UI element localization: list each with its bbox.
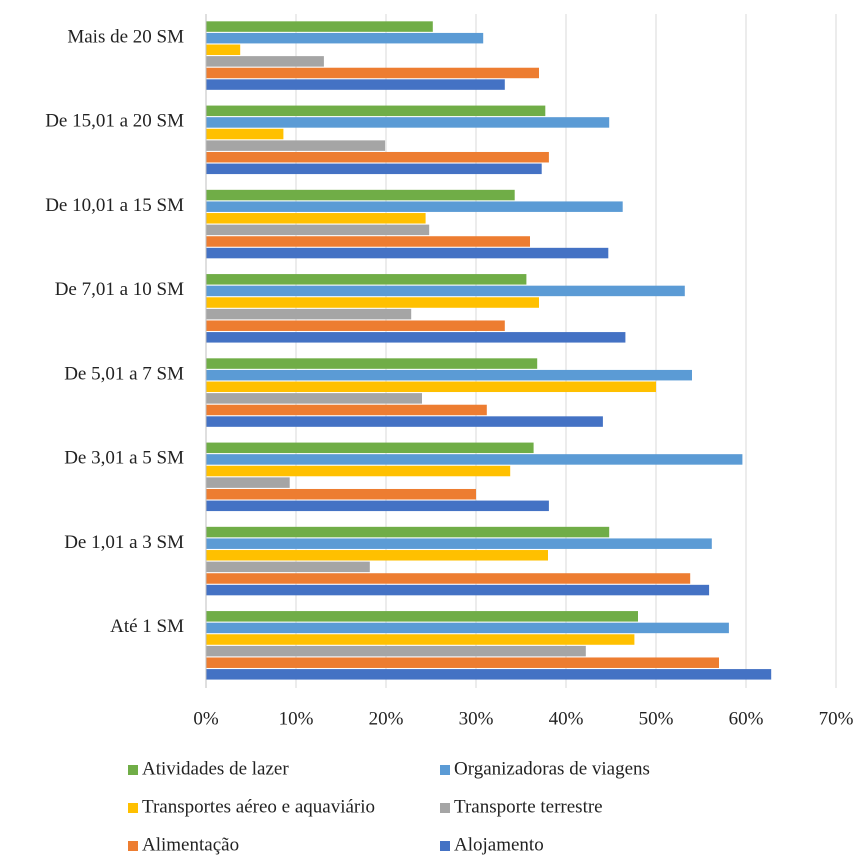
x-tick-label: 60% — [729, 708, 764, 729]
legend-label: Organizadoras de viagens — [454, 758, 650, 779]
bar — [206, 308, 412, 320]
bar — [206, 332, 626, 343]
bar — [206, 416, 603, 427]
bar — [206, 247, 609, 259]
bar — [206, 163, 542, 175]
legend-label: Transportes aéreo e aquaviário — [142, 796, 375, 817]
y-tick-label: De 10,01 a 15 SM — [45, 195, 184, 216]
bar — [206, 320, 505, 331]
bar — [206, 128, 284, 140]
bar — [206, 117, 610, 128]
bar — [206, 201, 623, 212]
bar — [206, 442, 534, 454]
bar — [206, 213, 426, 224]
y-tick-label: Mais de 20 SM — [67, 26, 184, 47]
legend-swatch — [440, 803, 450, 813]
bar — [206, 21, 433, 32]
x-tick-label: 0% — [193, 708, 219, 729]
bar — [206, 500, 549, 512]
bar — [206, 465, 511, 477]
bar — [206, 32, 484, 44]
bar — [206, 44, 241, 56]
bar — [206, 285, 685, 297]
bar — [206, 488, 476, 500]
bar — [206, 538, 712, 549]
legend-swatch — [128, 841, 138, 851]
y-tick-label: De 5,01 a 7 SM — [64, 363, 184, 384]
bar — [206, 79, 505, 90]
bar — [206, 669, 772, 680]
bar — [206, 622, 729, 634]
bar — [206, 358, 538, 369]
bar — [206, 140, 386, 151]
bar — [206, 634, 635, 645]
bar — [206, 67, 539, 79]
bar — [206, 645, 586, 657]
x-tick-label: 40% — [549, 708, 584, 729]
bar — [206, 189, 515, 201]
bar — [206, 526, 610, 538]
y-tick-label: De 15,01 a 20 SM — [45, 111, 184, 132]
legend-label: Atividades de lazer — [142, 758, 289, 779]
bar — [206, 477, 290, 488]
bar — [206, 561, 370, 573]
y-tick-label: De 3,01 a 5 SM — [64, 448, 184, 469]
x-tick-label: 20% — [369, 708, 404, 729]
legend-swatch — [440, 841, 450, 851]
bar — [206, 550, 548, 561]
x-tick-label: 30% — [459, 708, 494, 729]
bar — [206, 393, 422, 404]
bar — [206, 274, 527, 285]
x-tick-label: 50% — [639, 708, 674, 729]
bar — [206, 105, 546, 117]
y-tick-label: De 7,01 a 10 SM — [55, 279, 184, 300]
legend-label: Transporte terrestre — [454, 796, 603, 817]
legend-label: Alojamento — [454, 834, 544, 855]
bar — [206, 584, 710, 596]
x-tick-label: 10% — [279, 708, 314, 729]
y-tick-label: De 1,01 a 3 SM — [64, 532, 184, 553]
bar — [206, 657, 719, 668]
bar — [206, 224, 430, 236]
legend-swatch — [440, 765, 450, 775]
bar — [206, 369, 692, 381]
bar — [206, 454, 743, 465]
x-tick-label: 70% — [819, 708, 854, 729]
bar — [206, 573, 691, 584]
bar — [206, 297, 539, 308]
y-tick-label: Até 1 SM — [110, 616, 184, 637]
bar — [206, 611, 638, 622]
legend-swatch — [128, 803, 138, 813]
bar — [206, 151, 549, 163]
bar — [206, 381, 656, 393]
legend-label: Alimentação — [142, 834, 239, 855]
bar — [206, 56, 324, 67]
legend-swatch — [128, 765, 138, 775]
bar — [206, 404, 487, 416]
bar — [206, 236, 530, 247]
